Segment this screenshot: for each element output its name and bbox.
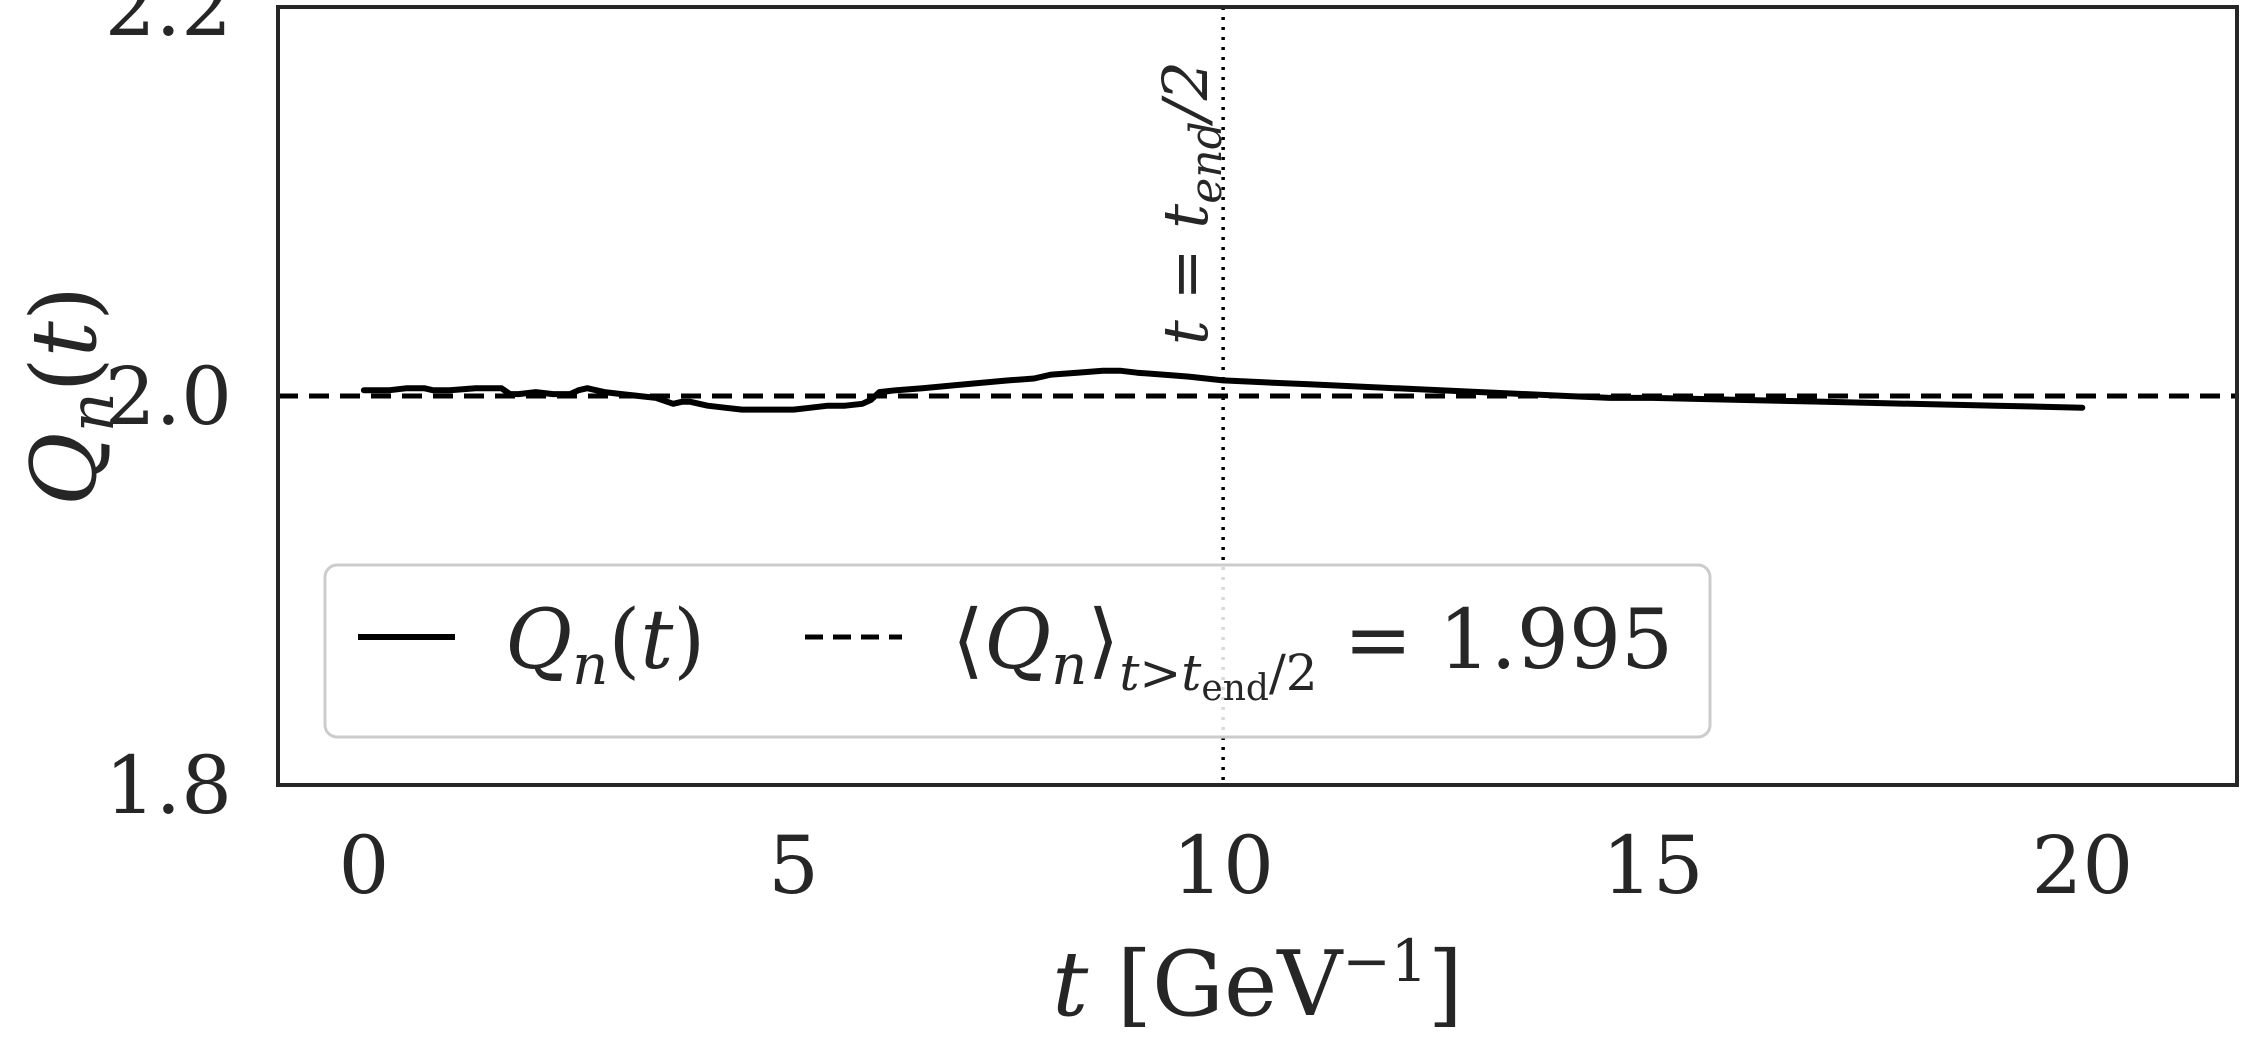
legend-entry-solid: Qn(t) [505, 593, 705, 698]
x-tick-label: 5 [768, 819, 819, 912]
x-tick-label: 0 [338, 819, 389, 912]
y-tick-label: 2.0 [105, 350, 232, 443]
y-tick-label: 2.2 [105, 0, 232, 54]
x-tick-label: 20 [2031, 819, 2133, 912]
y-axis-ticks: 1.8 2.0 2.2 [105, 0, 232, 832]
series-qn-line [360, 367, 2086, 413]
x-tick-label: 15 [1602, 819, 1704, 912]
plot-frame [276, 5, 2239, 787]
y-axis-label: Qn(t) [12, 286, 128, 506]
legend-box [323, 563, 1712, 739]
legend: Qn(t) ⟨Qn⟩t>tend/2 = 1.995 [323, 563, 1712, 739]
plot-area [278, 7, 2237, 785]
y-tick-label: 1.8 [105, 739, 232, 832]
x-axis-ticks: 0 5 10 15 20 [338, 819, 2133, 912]
x-axis-label: t [GeV−1] [1052, 927, 1463, 1037]
x-tick-label: 10 [1172, 819, 1274, 912]
vline-annotation: t = tend/2 [1149, 61, 1232, 345]
